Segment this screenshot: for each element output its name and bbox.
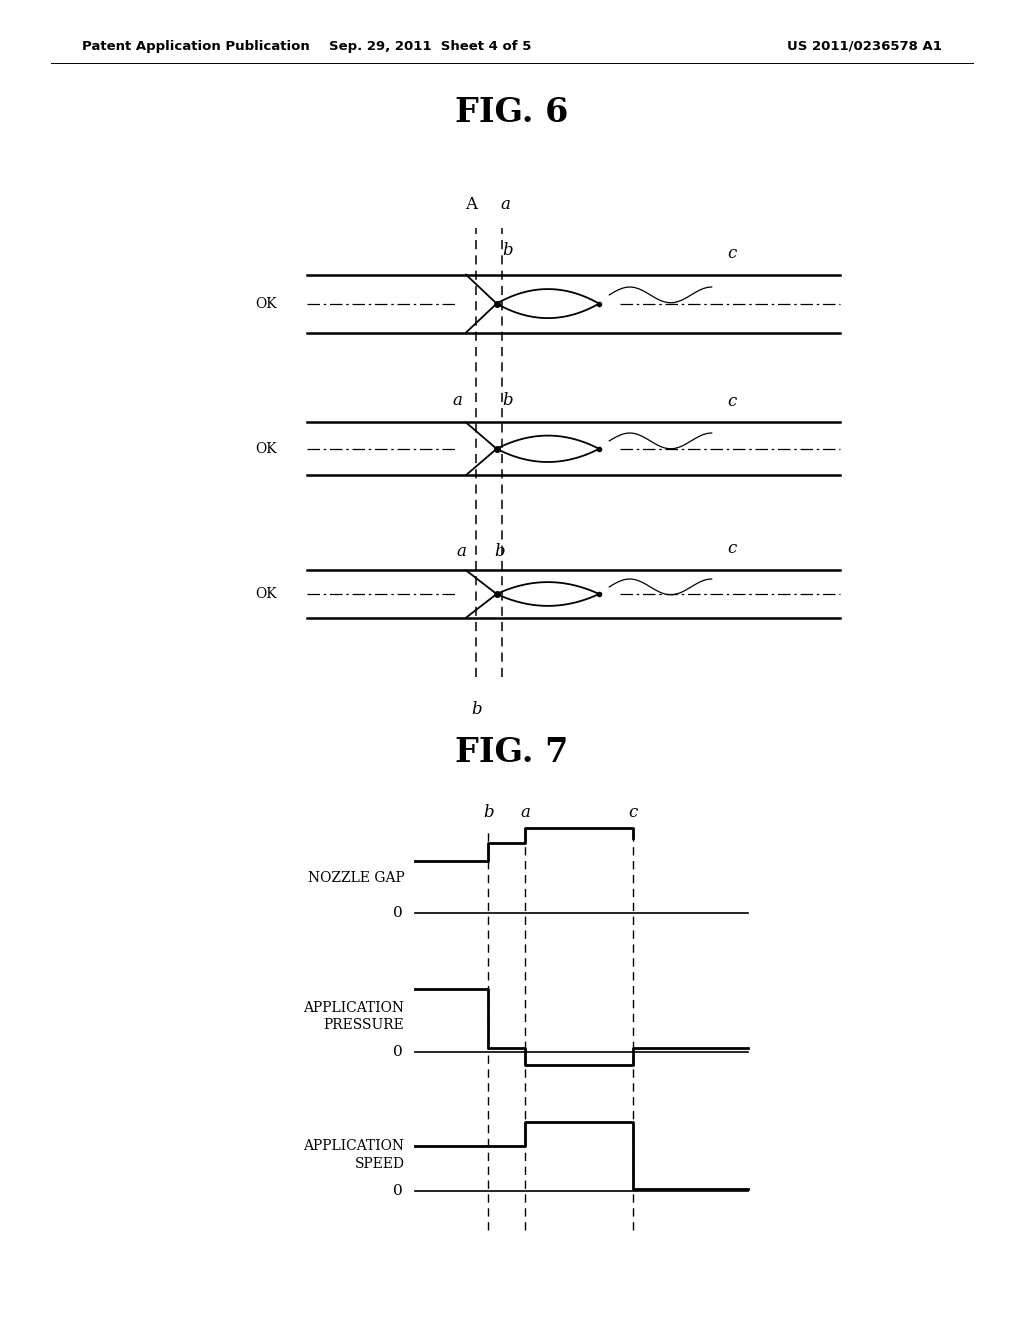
Text: Patent Application Publication: Patent Application Publication xyxy=(82,40,309,53)
Text: c: c xyxy=(727,393,737,409)
Text: b: b xyxy=(503,392,513,409)
Text: 0: 0 xyxy=(392,1045,402,1059)
Text: b: b xyxy=(471,701,481,718)
Text: Sep. 29, 2011  Sheet 4 of 5: Sep. 29, 2011 Sheet 4 of 5 xyxy=(329,40,531,53)
Text: c: c xyxy=(628,804,638,821)
Text: a: a xyxy=(453,392,463,409)
Text: NOZZLE GAP: NOZZLE GAP xyxy=(308,871,404,884)
Text: 0: 0 xyxy=(392,907,402,920)
Text: APPLICATION
PRESSURE: APPLICATION PRESSURE xyxy=(303,1001,404,1032)
Text: c: c xyxy=(727,246,737,263)
Text: b: b xyxy=(483,804,494,821)
Text: 0: 0 xyxy=(392,1184,402,1197)
Text: a: a xyxy=(520,804,530,821)
Text: FIG. 7: FIG. 7 xyxy=(456,737,568,768)
Text: c: c xyxy=(727,540,737,557)
Text: FIG. 6: FIG. 6 xyxy=(456,96,568,129)
Text: a: a xyxy=(457,543,467,560)
Text: US 2011/0236578 A1: US 2011/0236578 A1 xyxy=(787,40,942,53)
Text: A: A xyxy=(465,195,477,213)
Text: OK: OK xyxy=(255,587,276,601)
Text: b: b xyxy=(495,543,505,560)
Text: OK: OK xyxy=(255,442,276,455)
Text: OK: OK xyxy=(255,297,276,310)
Text: b: b xyxy=(503,242,513,259)
Text: APPLICATION
SPEED: APPLICATION SPEED xyxy=(303,1139,404,1171)
Text: a: a xyxy=(501,195,511,213)
